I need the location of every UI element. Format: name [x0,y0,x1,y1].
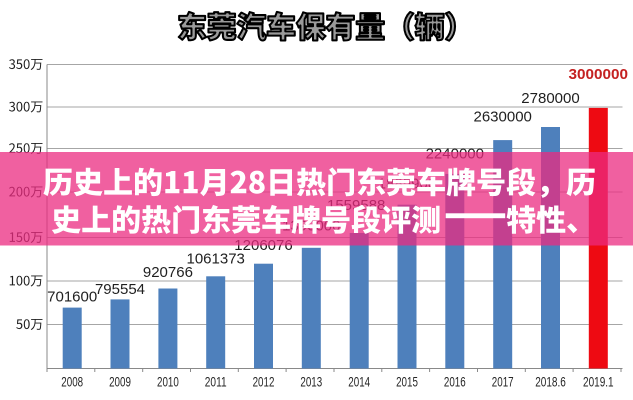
svg-text:2009: 2009 [109,374,131,390]
svg-text:2630000: 2630000 [473,108,531,125]
svg-text:2015: 2015 [396,374,418,390]
svg-text:2014: 2014 [348,374,370,390]
svg-text:2016: 2016 [444,374,466,390]
svg-text:2013: 2013 [300,374,322,390]
svg-text:2008: 2008 [61,374,83,390]
svg-text:2018.6: 2018.6 [535,374,566,390]
svg-text:795554: 795554 [95,281,145,298]
svg-text:2012: 2012 [253,374,275,390]
svg-text:701600: 701600 [47,288,97,305]
svg-text:2011: 2011 [205,374,227,390]
svg-text:920766: 920766 [143,264,193,281]
svg-text:2780000: 2780000 [521,90,579,107]
svg-text:1061373: 1061373 [186,251,244,268]
svg-text:2010: 2010 [157,374,179,390]
svg-text:2017: 2017 [492,374,514,390]
svg-text:2019.1: 2019.1 [583,374,614,390]
svg-text:3000000: 3000000 [569,66,629,83]
